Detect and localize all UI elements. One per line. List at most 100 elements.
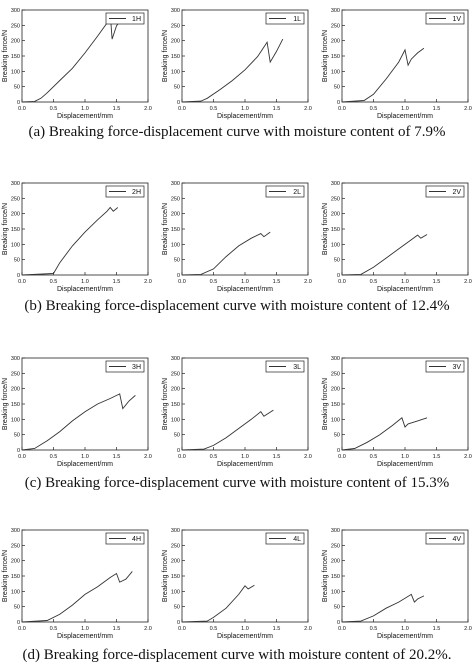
x-axis-label: Displacement/mm xyxy=(217,461,273,468)
y-tick-label: 150 xyxy=(331,402,340,408)
y-tick-label: 150 xyxy=(11,574,20,580)
x-tick-label: 2.0 xyxy=(304,626,312,632)
y-tick-label: 150 xyxy=(171,574,180,580)
x-tick-label: 1.5 xyxy=(433,454,441,460)
y-tick-label: 300 xyxy=(331,528,340,534)
x-tick-label: 2.0 xyxy=(304,454,312,460)
caption-d: (d) Breaking force-displacement curve wi… xyxy=(22,647,452,663)
y-tick-label: 150 xyxy=(171,227,180,233)
series-line xyxy=(21,571,133,623)
x-tick-label: 1.0 xyxy=(81,279,89,285)
x-axis-label: Displacement/mm xyxy=(57,113,113,120)
y-tick-label: 200 xyxy=(331,387,340,393)
y-tick-label: 100 xyxy=(331,69,340,75)
y-tick-label: 200 xyxy=(331,559,340,565)
x-tick-label: 1.5 xyxy=(433,279,441,285)
y-tick-label: 0 xyxy=(337,448,340,454)
y-axis-label: Breaking force/N xyxy=(322,30,329,82)
x-tick-label: 1.0 xyxy=(401,106,409,112)
y-tick-label: 250 xyxy=(171,23,180,29)
y-tick-label: 200 xyxy=(11,387,20,393)
x-tick-label: 0.5 xyxy=(370,626,378,632)
y-tick-label: 200 xyxy=(11,39,20,45)
y-axis-label: Breaking force/N xyxy=(162,203,169,255)
x-axis-label: Displacement/mm xyxy=(57,461,113,468)
y-tick-label: 50 xyxy=(174,85,180,91)
x-tick-label: 2.0 xyxy=(144,279,152,285)
x-tick-label: 0.5 xyxy=(210,626,218,632)
x-tick-label: 0.0 xyxy=(178,106,186,112)
x-tick-label: 0.0 xyxy=(338,626,346,632)
y-tick-label: 200 xyxy=(171,387,180,393)
y-axis-label: Breaking force/N xyxy=(162,378,169,430)
chart-panel: 0.0 0.5 1.0 1.5 2.0 0 50 100 150 200 250 300 Displac… xyxy=(2,356,152,468)
y-tick-label: 150 xyxy=(11,402,20,408)
y-tick-label: 0 xyxy=(17,620,20,626)
x-tick-label: 1.5 xyxy=(273,279,281,285)
y-tick-label: 100 xyxy=(331,417,340,423)
y-tick-label: 100 xyxy=(11,417,20,423)
x-tick-label: 0.0 xyxy=(178,279,186,285)
legend-label: 2L xyxy=(293,189,301,196)
y-tick-label: 300 xyxy=(331,181,340,187)
legend-label: 4H xyxy=(132,536,141,543)
legend-label: 3L xyxy=(293,364,301,371)
y-tick-label: 0 xyxy=(177,448,180,454)
y-tick-label: 250 xyxy=(331,196,340,202)
y-tick-label: 200 xyxy=(331,212,340,218)
y-tick-label: 300 xyxy=(11,356,20,362)
y-tick-label: 250 xyxy=(171,371,180,377)
series-line xyxy=(341,417,428,451)
y-tick-label: 0 xyxy=(177,273,180,279)
y-tick-label: 300 xyxy=(11,181,20,187)
y-tick-label: 250 xyxy=(331,543,340,549)
x-tick-label: 1.5 xyxy=(113,454,121,460)
x-axis-label: Displacement/mm xyxy=(57,633,113,640)
x-tick-label: 0.5 xyxy=(50,106,58,112)
y-tick-label: 200 xyxy=(171,559,180,565)
caption-c: (c) Breaking force-displacement curve wi… xyxy=(24,475,450,491)
y-tick-label: 50 xyxy=(174,258,180,264)
y-tick-label: 0 xyxy=(337,273,340,279)
y-tick-label: 200 xyxy=(11,559,20,565)
legend-label: 4V xyxy=(452,536,461,543)
x-tick-label: 0.5 xyxy=(210,279,218,285)
x-axis-label: Displacement/mm xyxy=(217,633,273,640)
x-tick-label: 2.0 xyxy=(144,626,152,632)
chart-panel: 0.0 0.5 1.0 1.5 2.0 0 50 100 150 200 250 300 Displac… xyxy=(322,8,472,120)
x-tick-label: 2.0 xyxy=(144,454,152,460)
x-tick-label: 1.5 xyxy=(273,454,281,460)
y-tick-label: 250 xyxy=(11,196,20,202)
x-axis-label: Displacement/mm xyxy=(377,286,433,293)
y-tick-label: 250 xyxy=(331,23,340,29)
y-axis-label: Breaking force/N xyxy=(2,203,9,255)
y-tick-label: 100 xyxy=(11,69,20,75)
x-tick-label: 1.0 xyxy=(401,626,409,632)
chart-panel: 0.0 0.5 1.0 1.5 2.0 0 50 100 150 200 250 300 Displac… xyxy=(162,8,312,120)
y-tick-label: 200 xyxy=(331,39,340,45)
y-tick-label: 100 xyxy=(331,242,340,248)
x-tick-label: 2.0 xyxy=(464,279,472,285)
x-tick-label: 0.5 xyxy=(210,454,218,460)
caption-b: (b) Breaking force-displacement curve wi… xyxy=(24,298,450,314)
x-tick-label: 0.0 xyxy=(18,106,26,112)
y-tick-label: 50 xyxy=(334,85,340,91)
y-tick-label: 150 xyxy=(331,54,340,60)
x-tick-label: 1.0 xyxy=(241,626,249,632)
x-tick-label: 1.0 xyxy=(81,626,89,632)
y-tick-label: 300 xyxy=(11,528,20,534)
y-tick-label: 150 xyxy=(171,402,180,408)
y-tick-label: 50 xyxy=(14,605,20,611)
x-tick-label: 0.5 xyxy=(370,454,378,460)
y-tick-label: 150 xyxy=(331,227,340,233)
y-axis-label: Breaking force/N xyxy=(162,550,169,602)
y-tick-label: 300 xyxy=(171,181,180,187)
x-tick-label: 0.0 xyxy=(338,106,346,112)
y-axis-label: Breaking force/N xyxy=(2,550,9,602)
y-tick-label: 50 xyxy=(174,433,180,439)
y-tick-label: 300 xyxy=(331,8,340,14)
legend-label: 2V xyxy=(452,189,461,196)
y-tick-label: 300 xyxy=(11,8,20,14)
x-tick-label: 2.0 xyxy=(304,279,312,285)
